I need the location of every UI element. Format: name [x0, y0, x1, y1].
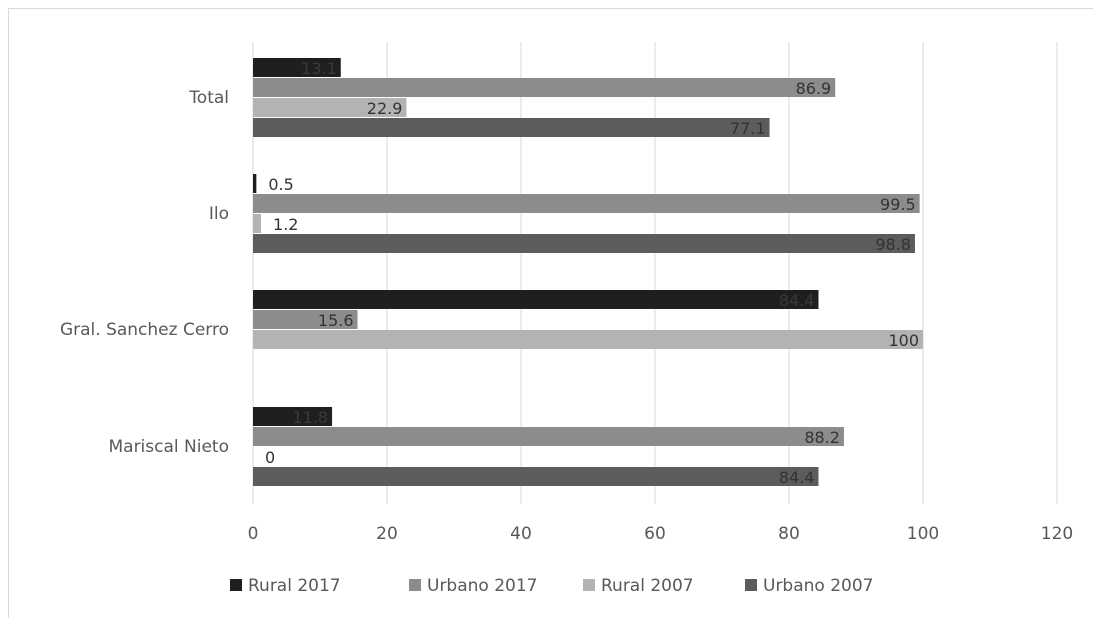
bar: [253, 118, 770, 137]
legend-label: Urbano 2017: [427, 576, 537, 596]
x-tick-labels: 0 20 40 60 80 100 120: [248, 524, 1074, 544]
legend-label: Rural 2017: [248, 576, 341, 596]
data-label: 99.5: [880, 195, 916, 214]
bar: [253, 234, 915, 253]
bar: [253, 310, 358, 329]
data-label: 86.9: [796, 79, 832, 98]
x-tick-label: 20: [376, 524, 398, 544]
bar: [253, 194, 920, 213]
bar: [253, 174, 257, 193]
x-tick-label: 40: [510, 524, 532, 544]
legend-label: Rural 2007: [601, 576, 694, 596]
data-label: 22.9: [367, 99, 403, 118]
bar: [253, 78, 836, 97]
legend-swatch: [409, 579, 421, 591]
x-tick-label: 100: [907, 524, 939, 544]
data-label: 84.4: [779, 468, 815, 487]
bar: [253, 290, 819, 309]
data-label: 0.5: [268, 175, 293, 194]
data-label: 98.8: [875, 235, 911, 254]
data-label: 88.2: [804, 428, 840, 447]
bars: [253, 58, 923, 486]
data-label: 100: [888, 331, 919, 350]
x-tick-label: 80: [778, 524, 800, 544]
category-label: Total: [188, 88, 229, 108]
data-label: 0: [265, 448, 275, 467]
chart-frame: [8, 8, 1093, 618]
bar: [253, 58, 341, 77]
bar: [253, 214, 262, 233]
bar: [253, 98, 407, 117]
legend-swatch: [745, 579, 757, 591]
data-label: 77.1: [730, 119, 766, 138]
data-label: 15.6: [318, 311, 354, 330]
bar: [253, 427, 844, 446]
x-tick-label: 0: [248, 524, 259, 544]
bar: [253, 407, 333, 426]
x-tick-label: 60: [644, 524, 666, 544]
bar: [253, 330, 923, 349]
category-label: Ilo: [209, 204, 229, 224]
bar: [253, 467, 819, 486]
legend: Rural 2017 Urbano 2017 Rural 2007 Urbano 20…: [230, 576, 873, 596]
legend-swatch: [583, 579, 595, 591]
data-label: 1.2: [273, 215, 298, 234]
category-label: Gral. Sanchez Cerro: [60, 320, 229, 340]
data-label: 13.1: [301, 59, 337, 78]
data-label: 84.4: [779, 291, 815, 310]
legend-label: Urbano 2007: [763, 576, 873, 596]
x-tick-label: 120: [1041, 524, 1073, 544]
category-label: Mariscal Nieto: [108, 437, 229, 457]
legend-swatch: [230, 579, 242, 591]
category-labels: Total Ilo Gral. Sanchez Cerro Mariscal Niet…: [60, 88, 229, 457]
data-label: 11.8: [292, 408, 328, 427]
data-labels: 13.1 86.9 22.9 77.1 0.5 99.5 1.2 98.8 84.4 15.6 10…: [265, 59, 919, 487]
